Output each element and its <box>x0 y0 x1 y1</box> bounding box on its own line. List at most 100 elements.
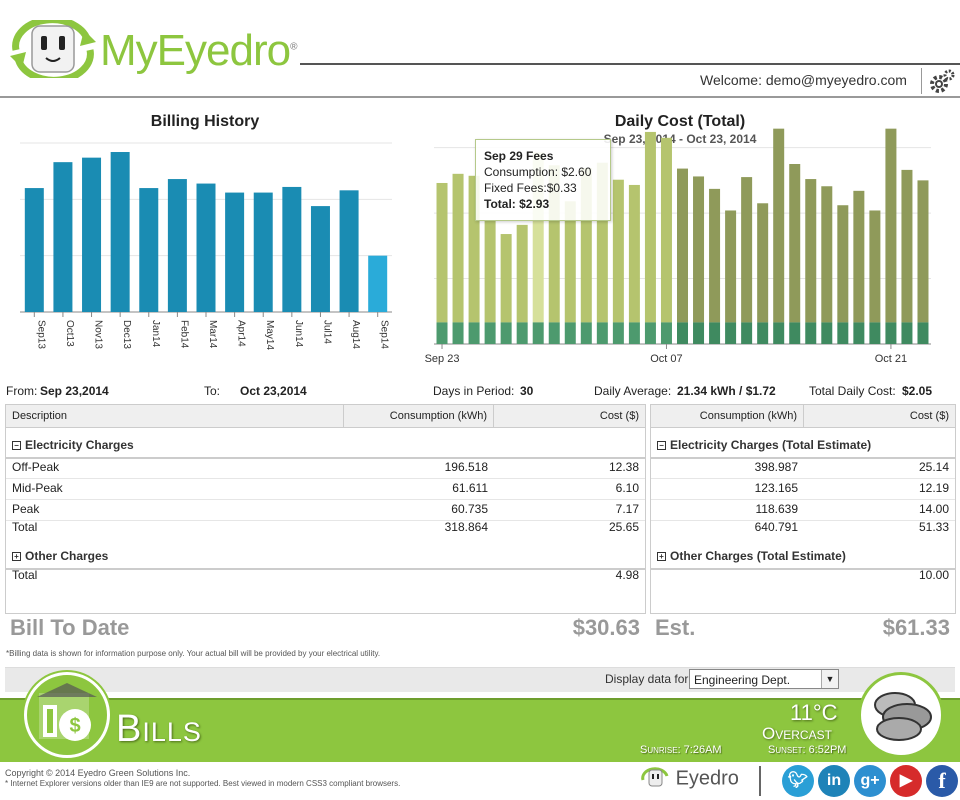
brand-name: MyEyedro® <box>100 26 298 75</box>
x-tick-label: May14 <box>264 320 275 350</box>
section-title: Bills <box>116 708 202 750</box>
tooltip-heading: Sep 29 Fees <box>484 149 554 163</box>
x-tick-label: Apr14 <box>236 320 247 347</box>
eyedro-logo-icon <box>10 20 96 78</box>
expand-icon[interactable]: + <box>12 552 21 562</box>
consumption-bar <box>660 137 672 323</box>
consumption-bar <box>548 165 560 323</box>
section-banner <box>0 698 960 762</box>
x-tick-label: Jan14 <box>150 320 161 348</box>
cloud-icon <box>858 672 944 758</box>
fixed-fees-bar <box>821 322 833 344</box>
billing-bar <box>110 152 130 312</box>
weather-condition: Overcast <box>762 724 832 743</box>
consumption-bar <box>741 177 753 323</box>
consumption-bar <box>725 210 737 323</box>
consumption-bar <box>580 167 592 323</box>
consumption-bar <box>612 179 624 323</box>
table-row: Off-Peak 196.518 12.38 <box>6 457 645 479</box>
x-tick-label: Jun14 <box>293 320 304 348</box>
fixed-fees-bar <box>628 322 640 344</box>
billing-bar <box>282 186 302 312</box>
billing-disclaimer: *Billing data is shown for information p… <box>6 649 381 658</box>
google-plus-icon[interactable]: g+ <box>854 765 886 797</box>
consumption-bar <box>644 131 656 323</box>
display-data-select[interactable]: Engineering Dept. ▼ <box>689 669 839 689</box>
display-data-label: Display data for: <box>605 672 692 686</box>
billing-bar <box>24 188 44 312</box>
collapse-icon[interactable]: − <box>657 441 666 451</box>
table-row-total: 640.791 51.33 <box>754 520 949 534</box>
fixed-fees-bar <box>773 322 785 344</box>
column-header-cost[interactable]: Cost ($) <box>599 410 639 422</box>
billing-bar <box>225 192 245 312</box>
browser-note: * Internet Explorer versions older than … <box>5 779 401 788</box>
consumption-bar <box>452 173 464 323</box>
column-header-cost[interactable]: Cost ($) <box>909 410 949 422</box>
fixed-fees-bar <box>612 322 624 344</box>
billing-bar <box>339 190 359 312</box>
consumption-bar <box>805 179 817 323</box>
bill-to-date-label: Bill To Date <box>10 615 130 640</box>
x-tick-label: Sep 23 <box>425 353 460 365</box>
group-electricity-charges[interactable]: − Electricity Charges <box>6 433 645 459</box>
twitter-icon[interactable]: 🐦︎ <box>782 765 814 797</box>
footer-eyedro-logo[interactable]: Eyedro <box>640 766 739 792</box>
bill-table-header: Description Consumption (kWh) Cost ($) <box>6 405 645 428</box>
group-electricity-charges-estimate[interactable]: − Electricity Charges (Total Estimate) <box>651 433 955 459</box>
fixed-fees-bar <box>741 322 753 344</box>
x-tick-label: Jul14 <box>321 320 332 344</box>
group-other-charges[interactable]: + Other Charges <box>6 544 645 570</box>
youtube-icon[interactable]: ▶ <box>890 765 922 797</box>
fixed-fees-bar <box>596 322 608 344</box>
consumption-bar <box>837 205 849 323</box>
copyright-text: Copyright © 2014 Eyedro Green Solutions … <box>5 768 191 778</box>
fixed-fees-bar <box>725 322 737 344</box>
consumption-bar <box>628 184 640 323</box>
fixed-fees-bar <box>853 322 865 344</box>
header-separator <box>921 68 922 94</box>
eyedro-plug-icon <box>641 767 669 787</box>
x-tick-label: Oct 21 <box>875 353 907 365</box>
footer-separator <box>759 766 761 796</box>
fixed-fees-bar <box>452 322 464 344</box>
total-daily-cost-label: Total Daily Cost: <box>809 384 896 398</box>
welcome-text: Welcome: demo@myeyedro.com <box>700 72 907 88</box>
fixed-fees-bar <box>869 322 881 344</box>
billing-bar <box>368 255 388 312</box>
table-row: Mid-Peak 61.611 6.10 <box>6 478 645 500</box>
daily-average-value: 21.34 kWh / $1.72 <box>677 384 776 398</box>
linkedin-icon[interactable]: in <box>818 765 850 797</box>
table-row: Peak 60.735 7.17 <box>6 499 645 521</box>
weather-temperature: 11°C <box>790 700 838 725</box>
sunset-time: Sunset: 6:52PM <box>768 744 847 756</box>
consumption-bar <box>596 162 608 323</box>
expand-icon[interactable]: + <box>657 552 666 562</box>
facebook-icon[interactable]: f <box>926 765 958 797</box>
from-value: Sep 23,2014 <box>40 384 109 398</box>
billing-bar <box>82 157 102 312</box>
tooltip-total-value: $2.93 <box>519 197 550 211</box>
table-row-other-total: 10.00 <box>918 568 949 582</box>
x-tick-label: Mar14 <box>207 320 218 349</box>
column-header-description[interactable]: Description <box>6 405 344 427</box>
fixed-fees-bar <box>837 322 849 344</box>
gear-icon[interactable] <box>928 68 956 96</box>
to-label: To: <box>204 384 221 398</box>
fixed-fees-bar <box>693 322 705 344</box>
fixed-fees-bar <box>644 322 656 344</box>
fixed-fees-bar <box>580 322 592 344</box>
group-other-charges-estimate[interactable]: + Other Charges (Total Estimate) <box>651 544 955 570</box>
chevron-down-icon[interactable]: ▼ <box>821 670 838 688</box>
collapse-icon[interactable]: − <box>12 441 21 451</box>
consumption-bar <box>869 210 881 323</box>
table-row: 123.165 12.19 <box>651 478 955 500</box>
column-header-consumption[interactable]: Consumption (kWh) <box>344 405 494 427</box>
header-bottom-border <box>0 96 960 98</box>
estimate-value: $61.33 <box>882 615 950 640</box>
column-header-consumption[interactable]: Consumption (kWh) <box>651 405 804 427</box>
fixed-fees-bar <box>789 322 801 344</box>
consumption-bar <box>789 164 801 323</box>
daily-average-label: Daily Average: <box>594 384 672 398</box>
billing-bar <box>53 162 73 312</box>
